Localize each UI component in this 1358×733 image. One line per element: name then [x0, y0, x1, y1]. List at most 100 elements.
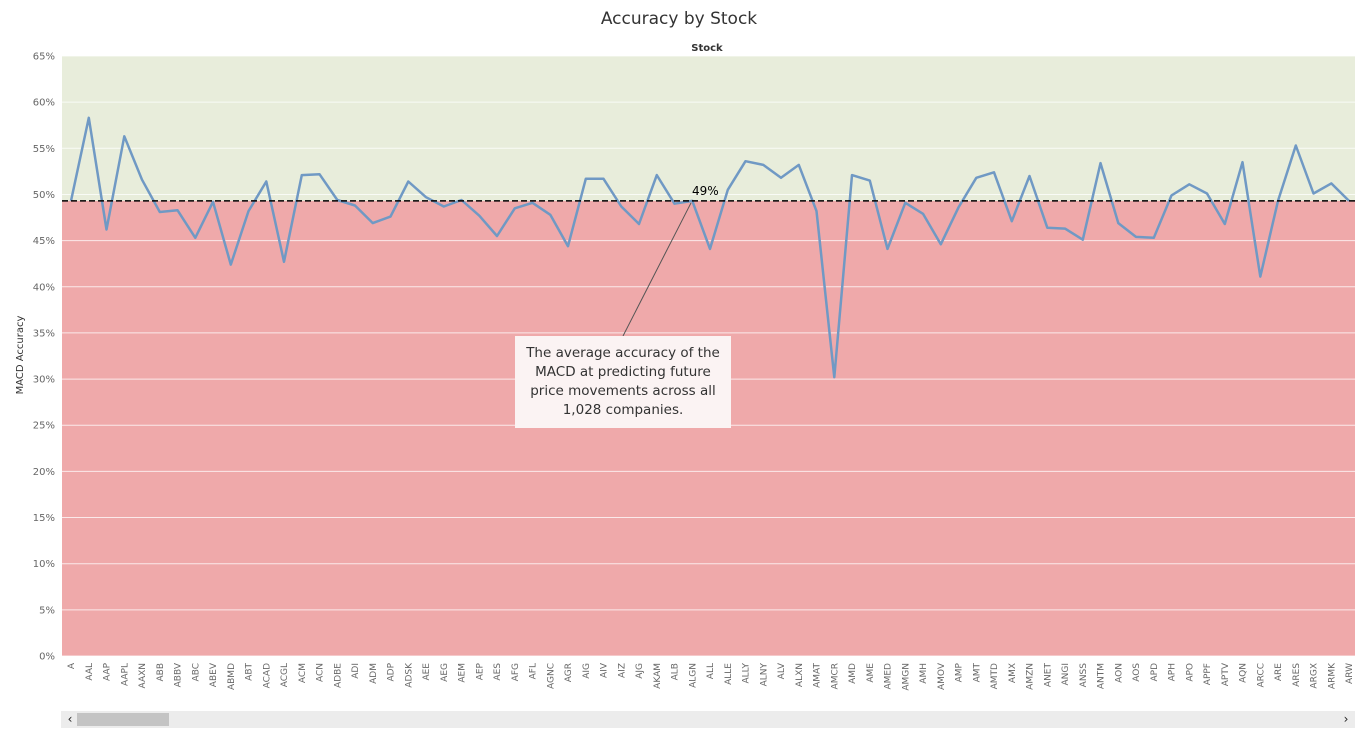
- x-tick-label: ARW: [1345, 663, 1355, 684]
- x-tick-label: AMT: [972, 663, 982, 683]
- x-tick-label: APD: [1150, 663, 1160, 682]
- average-label: 49%: [692, 184, 719, 198]
- x-tick-label: APTV: [1221, 662, 1231, 686]
- background-bands: [62, 56, 1355, 656]
- y-axis-ticks: 0% 5% 10% 15% 20% 25% 30% 35% 40% 45% 50% 55% 60% 65%: [33, 52, 55, 663]
- y-axis-label: MACD Accuracy: [15, 316, 26, 395]
- x-tick-label: AMGN: [901, 663, 911, 691]
- x-tick-label: AIV: [600, 662, 610, 678]
- x-tick-label: AMOV: [937, 662, 947, 690]
- x-tick-label: AKAM: [653, 663, 663, 689]
- x-tick-label: ADSK: [404, 662, 414, 688]
- x-tick-label: ANSS: [1079, 663, 1089, 688]
- y-tick-label: 20%: [33, 467, 55, 478]
- x-tick-label: AMCR: [830, 663, 840, 689]
- x-tick-label: AMH: [919, 663, 929, 684]
- x-tick-label: AAP: [103, 662, 113, 681]
- series-group: [69, 116, 1350, 379]
- x-tick-label: ADP: [387, 662, 397, 681]
- x-tick-label: AMED: [884, 663, 894, 690]
- x-tick-label: AEE: [422, 663, 432, 681]
- x-tick-label: AAXN: [138, 663, 148, 688]
- x-tick-label: APPF: [1203, 663, 1213, 685]
- x-tick-label: AMTD: [990, 663, 1000, 689]
- chart-title: Accuracy by Stock: [601, 9, 757, 29]
- x-tick-label: AFL: [529, 663, 539, 679]
- x-tick-label: ACAD: [262, 663, 272, 688]
- scroll-right-icon[interactable]: ›: [1343, 712, 1349, 726]
- x-tick-label: ABB: [156, 663, 166, 682]
- y-tick-label: 65%: [33, 52, 55, 63]
- x-tick-label: ABT: [245, 663, 255, 681]
- x-tick-label: ACM: [298, 663, 308, 683]
- x-tick-label: ABBV: [174, 662, 184, 687]
- x-tick-label: APH: [1168, 663, 1178, 681]
- x-tick-label: ABMD: [227, 663, 237, 690]
- x-tick-label: AMX: [1008, 663, 1018, 683]
- y-tick-label: 15%: [33, 513, 55, 524]
- x-tick-label: AJG: [635, 663, 645, 679]
- x-tick-label: ALL: [706, 663, 716, 679]
- y-tick-label: 50%: [33, 190, 55, 201]
- x-tick-label: AQN: [1239, 663, 1249, 683]
- x-tick-label: AES: [493, 663, 503, 681]
- x-tick-label: AIZ: [617, 663, 627, 678]
- x-tick-label: AON: [1114, 663, 1124, 683]
- x-tick-label: AMAT: [813, 663, 823, 688]
- y-tick-label: 55%: [33, 144, 55, 155]
- x-tick-label: AEP: [475, 662, 485, 680]
- y-tick-label: 0%: [39, 652, 55, 663]
- band-below-average: [62, 200, 1355, 656]
- x-tick-label: ABC: [191, 663, 201, 681]
- annotation-pointer: [622, 202, 692, 337]
- horizontal-scrollbar[interactable]: ‹ ›: [61, 711, 1355, 728]
- x-tick-label: ANGI: [1061, 663, 1071, 686]
- y-tick-label: 40%: [33, 282, 55, 293]
- x-tick-label: ALLY: [742, 663, 752, 684]
- y-tick-label: 30%: [33, 375, 55, 386]
- x-tick-label: ARE: [1274, 663, 1284, 681]
- x-tick-label: ARES: [1292, 663, 1302, 687]
- x-tick-label: AAPL: [120, 663, 130, 686]
- x-tick-label: APO: [1185, 663, 1195, 682]
- x-tick-label: ADM: [369, 663, 379, 684]
- x-axis-ticks: A AAL AAP AAPL AAXN ABB ABBV ABC ABEV ABMD ABT ACAD…: [67, 662, 1355, 691]
- series-line: [69, 116, 1350, 379]
- x-tick-label: ACGL: [280, 663, 290, 687]
- x-tick-label: ACN: [316, 663, 326, 682]
- x-tick-label: AMD: [848, 663, 858, 684]
- x-tick-label: ADI: [351, 663, 361, 679]
- y-tick-label: 10%: [33, 559, 55, 570]
- scroll-thumb[interactable]: [77, 713, 169, 726]
- y-tick-label: 35%: [33, 328, 55, 339]
- x-tick-label: AMZN: [1026, 663, 1036, 690]
- scroll-left-icon[interactable]: ‹: [67, 712, 73, 726]
- x-tick-label: ADBE: [333, 663, 343, 688]
- x-tick-label: ANET: [1043, 663, 1053, 688]
- x-tick-label: ALLE: [724, 663, 734, 685]
- x-tick-label: AGNC: [546, 663, 556, 689]
- x-tick-label: AOS: [1132, 663, 1142, 682]
- y-tick-label: 45%: [33, 236, 55, 247]
- x-tick-label: A: [67, 662, 77, 669]
- x-tick-label: ALV: [777, 662, 787, 679]
- x-tick-label: ARGX: [1310, 663, 1320, 689]
- x-tick-label: AIG: [582, 663, 592, 679]
- y-tick-label: 25%: [33, 421, 55, 432]
- x-tick-label: ARCC: [1256, 663, 1266, 688]
- x-tick-label: AME: [866, 663, 876, 683]
- x-tick-label: AGR: [564, 663, 574, 682]
- x-tick-label: ALB: [671, 663, 681, 680]
- annotation-text: The average accuracy of the MACD at pred…: [526, 345, 720, 418]
- annotation-box: The average accuracy of the MACD at pred…: [515, 336, 731, 428]
- x-tick-label: AEM: [458, 663, 468, 683]
- x-tick-label: ANTM: [1097, 663, 1107, 689]
- column-header: Stock: [691, 43, 723, 54]
- x-tick-label: ALNY: [759, 663, 769, 687]
- x-tick-label: AAL: [85, 663, 95, 681]
- x-tick-label: ALXN: [795, 663, 805, 687]
- y-tick-label: 60%: [33, 98, 55, 109]
- x-tick-label: AMP: [955, 662, 965, 682]
- average-group: 49%: [62, 184, 1355, 337]
